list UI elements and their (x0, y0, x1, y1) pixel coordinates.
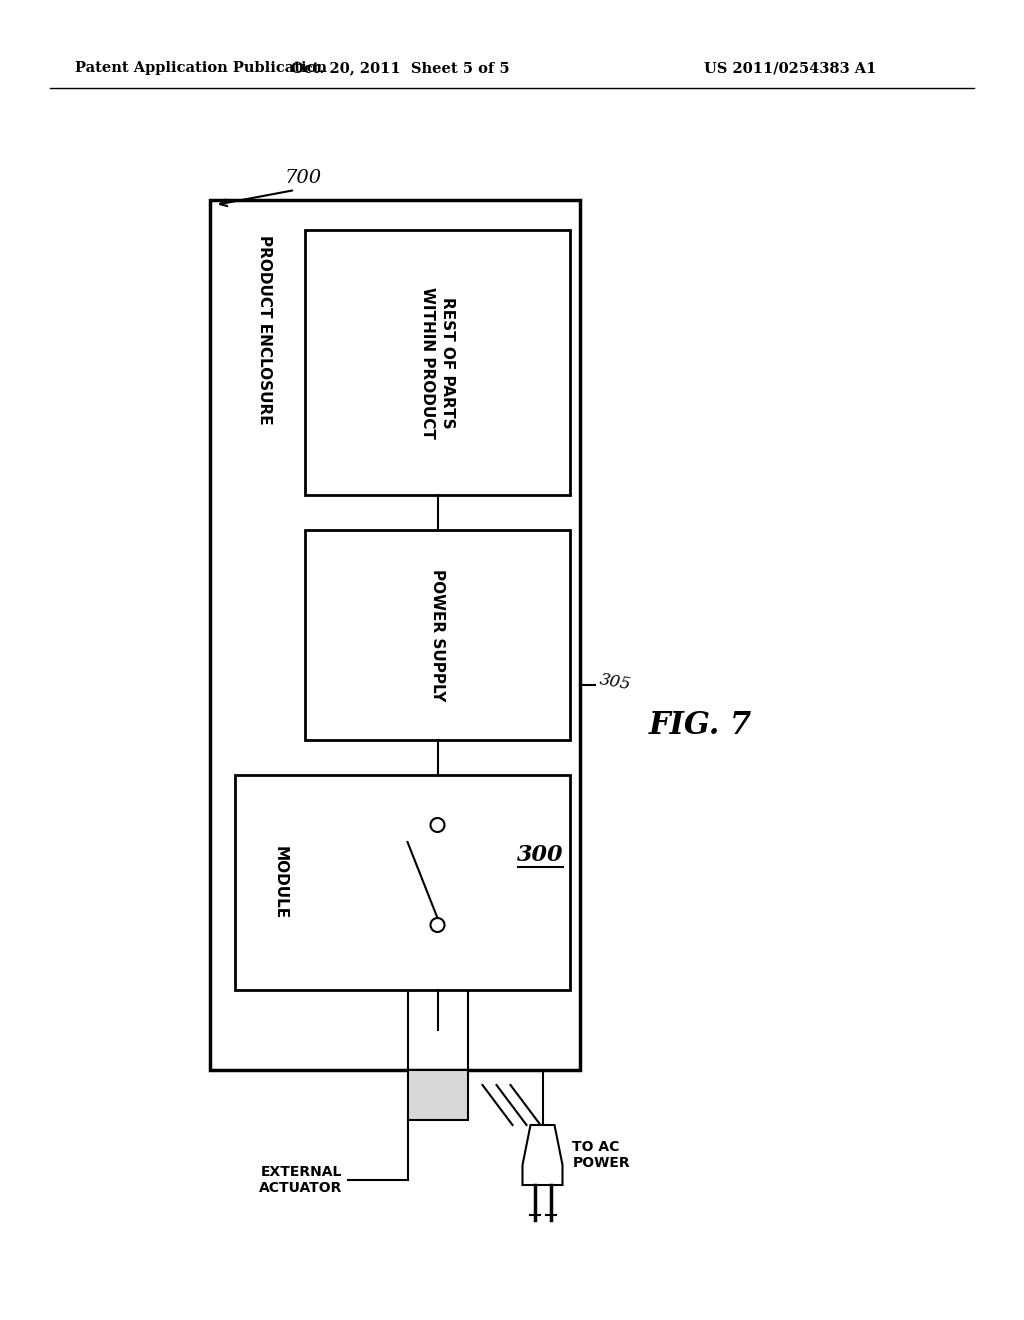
Text: POWER SUPPLY: POWER SUPPLY (430, 569, 445, 701)
Text: 700: 700 (285, 169, 323, 187)
Bar (408, 1071, 468, 1119)
Circle shape (430, 818, 444, 832)
Text: US 2011/0254383 A1: US 2011/0254383 A1 (703, 61, 877, 75)
Text: Oct. 20, 2011  Sheet 5 of 5: Oct. 20, 2011 Sheet 5 of 5 (291, 61, 509, 75)
Bar (305, 230, 570, 495)
Text: Patent Application Publication: Patent Application Publication (75, 61, 327, 75)
Polygon shape (522, 1125, 562, 1185)
Bar (234, 775, 570, 990)
Bar (210, 201, 580, 1071)
Text: PRODUCT ENCLOSURE: PRODUCT ENCLOSURE (257, 235, 272, 425)
Text: REST OF PARTS
WITHIN PRODUCT: REST OF PARTS WITHIN PRODUCT (420, 286, 455, 438)
Text: FIG. 7: FIG. 7 (648, 710, 752, 741)
Text: 300: 300 (517, 843, 563, 866)
Text: 305: 305 (598, 671, 633, 693)
Text: EXTERNAL
ACTUATOR: EXTERNAL ACTUATOR (259, 1166, 342, 1195)
Text: TO AC
POWER: TO AC POWER (572, 1140, 630, 1170)
Bar (305, 531, 570, 741)
Text: MODULE: MODULE (272, 846, 288, 919)
Circle shape (430, 917, 444, 932)
